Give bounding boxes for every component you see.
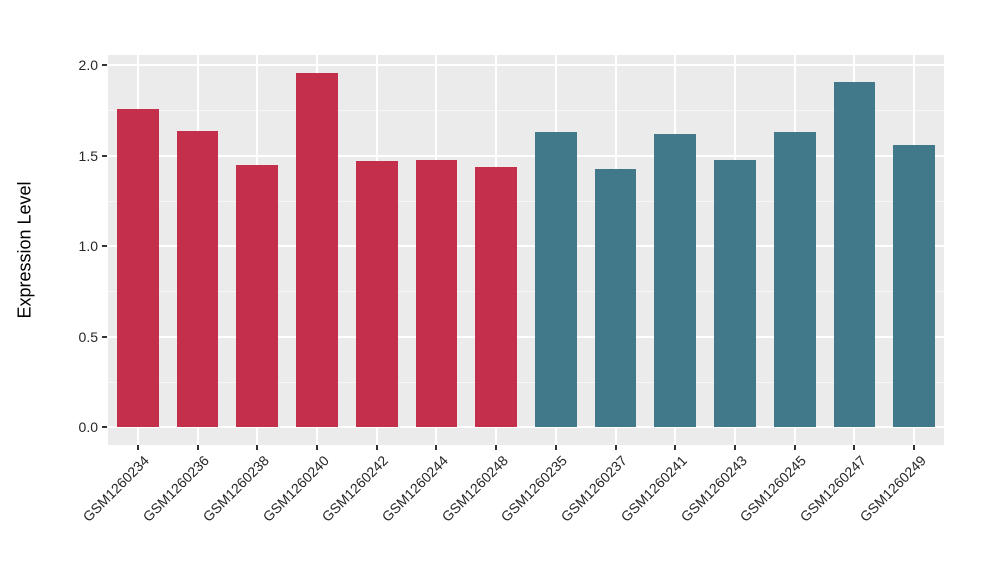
- x-tick-mark: [674, 445, 677, 450]
- bar-GSM1260240: [296, 72, 338, 428]
- gridline-major: [108, 426, 944, 429]
- y-tick-mark: [102, 426, 107, 429]
- bar-GSM1260242: [355, 161, 398, 428]
- bar-GSM1260244: [415, 159, 458, 428]
- bar-GSM1260241: [654, 134, 697, 428]
- x-tick-mark: [375, 445, 378, 450]
- plot-panel: [108, 55, 944, 445]
- x-tick-mark: [435, 445, 438, 450]
- gridline-minor: [108, 291, 944, 293]
- x-tick-mark: [913, 445, 916, 450]
- bar-GSM1260243: [714, 159, 756, 428]
- x-tick-mark: [256, 445, 259, 450]
- y-tick-mark: [102, 64, 107, 67]
- y-tick-label: 0.0: [78, 419, 98, 436]
- y-tick-label: 1.5: [78, 147, 98, 164]
- y-tick-mark: [102, 335, 107, 338]
- gridline-major: [108, 154, 944, 157]
- gridline-major: [108, 335, 944, 338]
- bar-GSM1260234: [116, 108, 159, 428]
- bar-GSM1260247: [833, 81, 876, 428]
- y-tick-mark: [102, 154, 107, 157]
- bar-GSM1260237: [594, 168, 637, 428]
- y-tick-label: 0.5: [78, 328, 98, 345]
- gridline-major: [108, 64, 944, 67]
- bar-GSM1260235: [534, 132, 577, 428]
- bar-GSM1260248: [475, 166, 518, 428]
- gridline-minor: [108, 110, 944, 112]
- x-tick-mark: [316, 445, 318, 450]
- bar-GSM1260236: [176, 130, 219, 428]
- gridline-minor: [108, 381, 944, 383]
- x-tick-mark: [495, 445, 498, 450]
- bar-GSM1260249: [893, 145, 936, 428]
- y-tick-label: 2.0: [78, 57, 98, 74]
- bar-GSM1260238: [236, 164, 279, 428]
- x-tick-mark: [614, 445, 617, 450]
- gridline-minor: [108, 200, 944, 202]
- y-tick-label: 1.0: [78, 238, 98, 255]
- y-tick-mark: [102, 245, 107, 248]
- x-tick-mark: [793, 445, 796, 450]
- x-tick-mark: [136, 445, 139, 450]
- x-tick-mark: [196, 445, 199, 450]
- x-tick-mark: [853, 445, 856, 450]
- x-tick-mark: [734, 445, 736, 450]
- bar-GSM1260245: [773, 132, 816, 428]
- x-tick-mark: [554, 445, 557, 450]
- gridline-major: [108, 245, 944, 248]
